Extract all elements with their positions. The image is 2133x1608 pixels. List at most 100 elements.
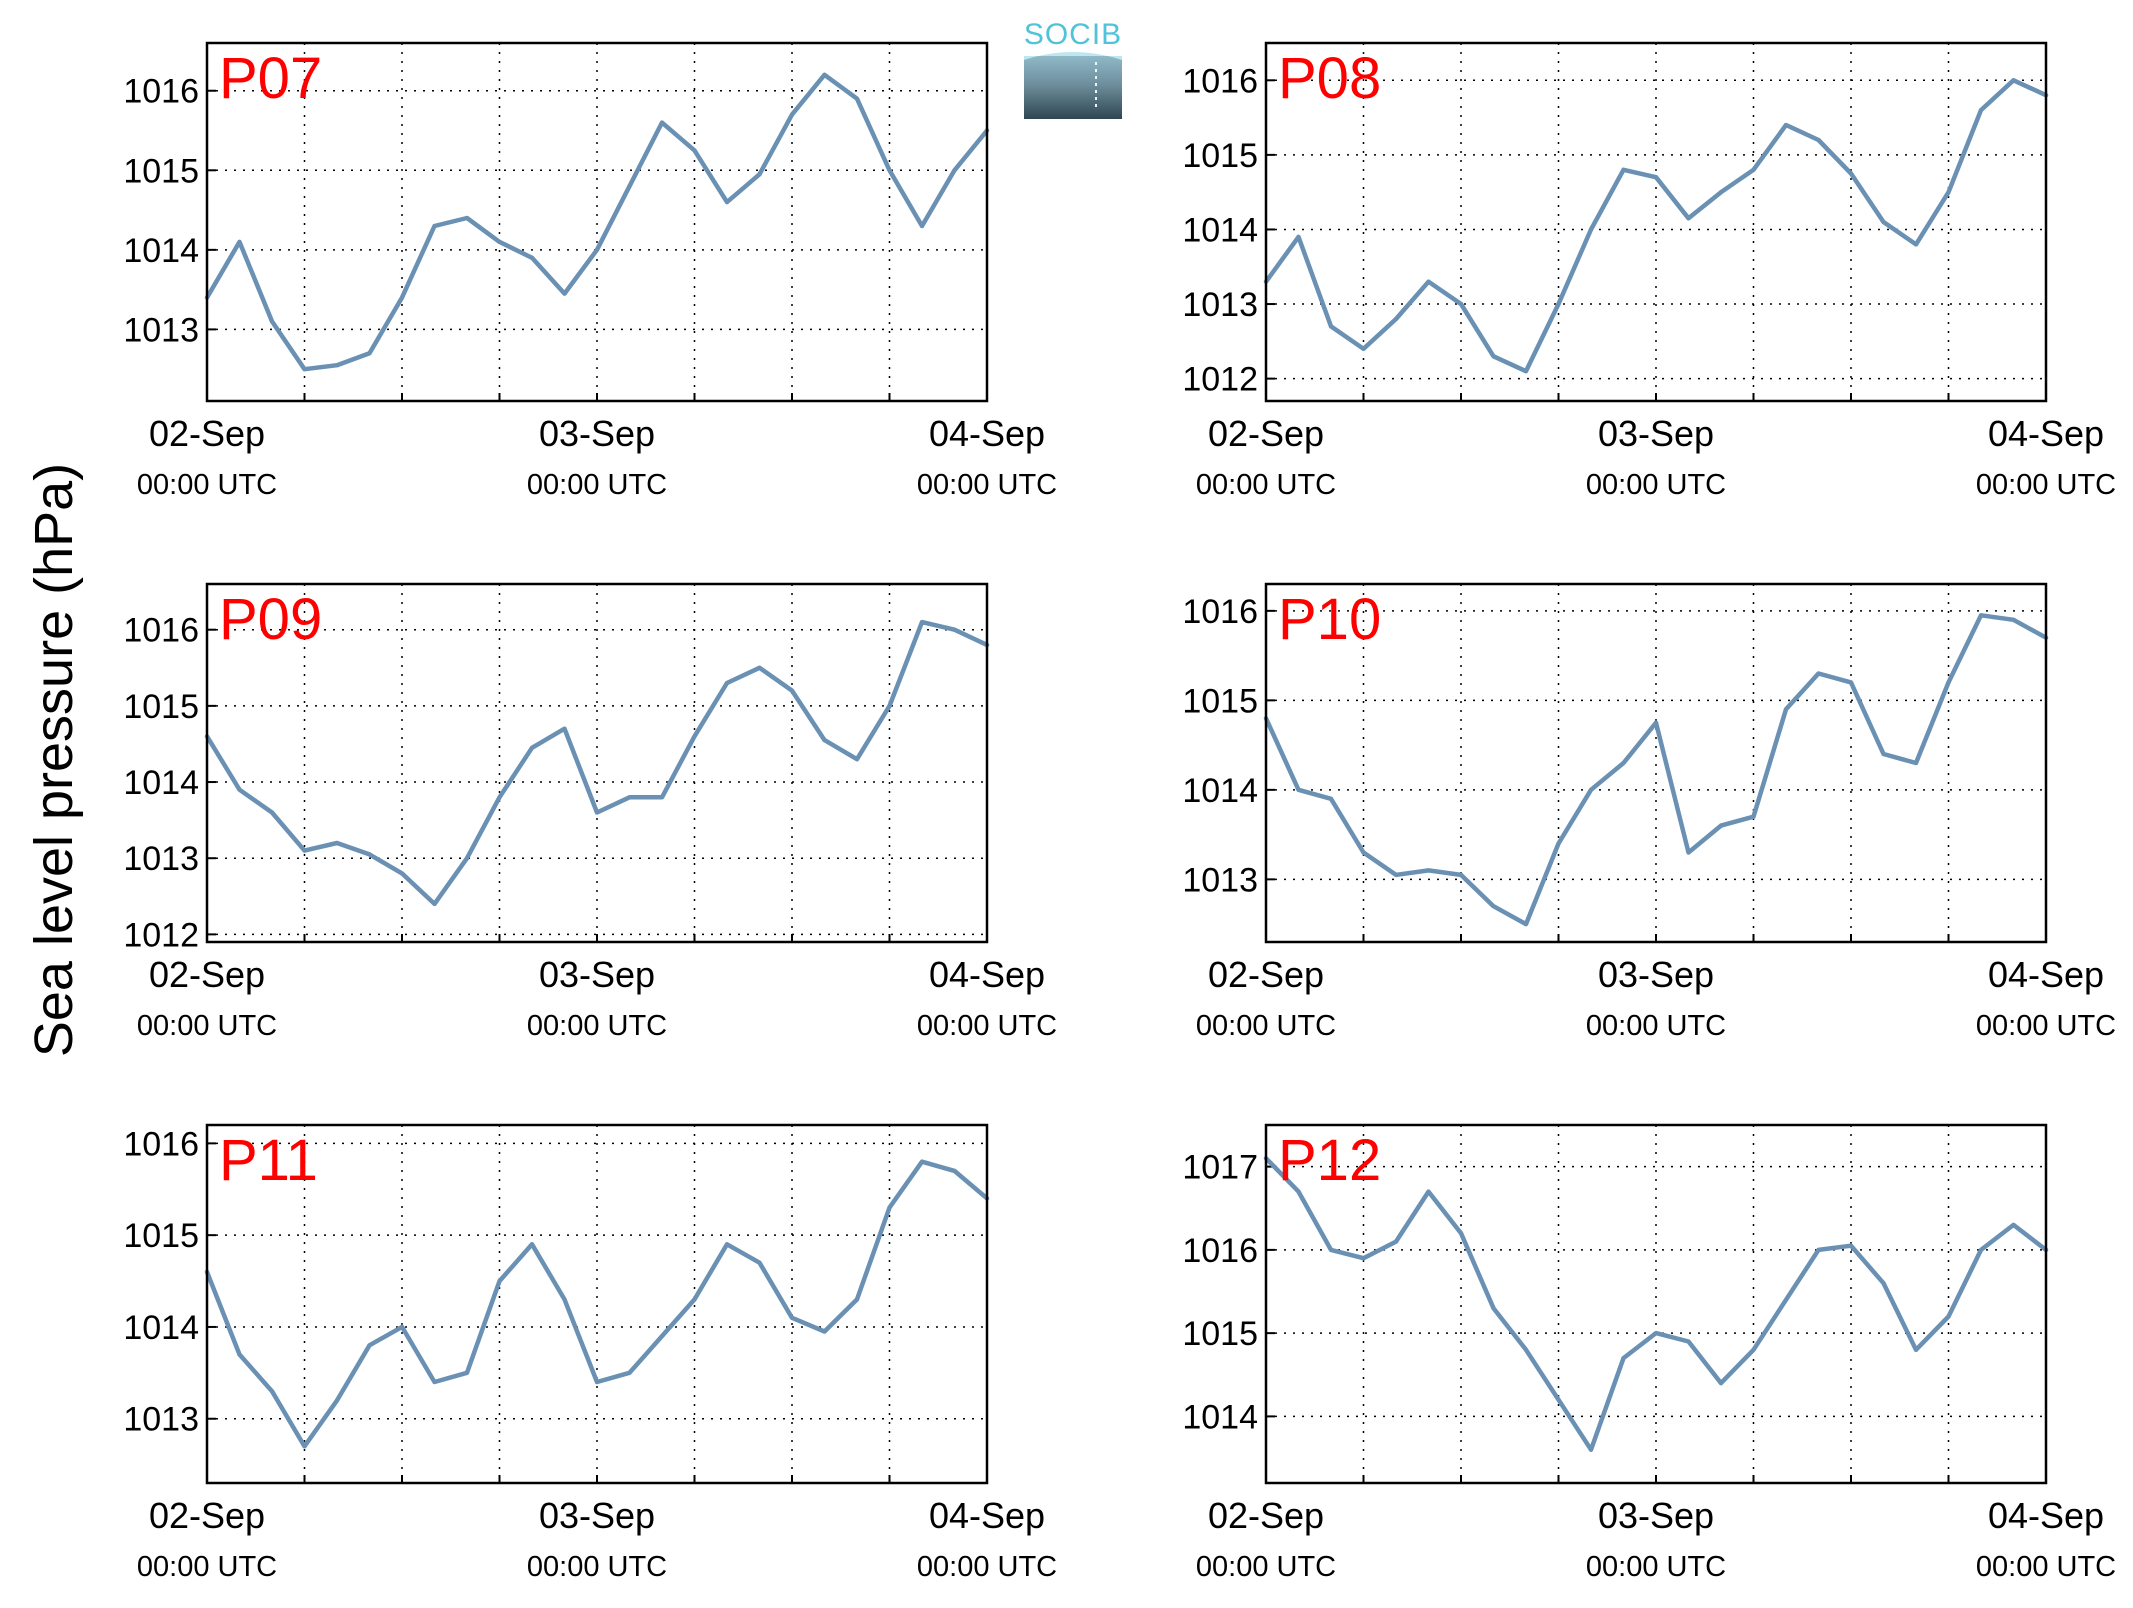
plot-frame <box>1264 1123 2048 1485</box>
series-line-p08 <box>1263 78 2049 374</box>
panel-title: P12 <box>1278 1128 1381 1193</box>
data-point <box>432 901 437 906</box>
data-point <box>1816 137 1821 142</box>
data-point <box>1491 904 1496 909</box>
data-point <box>497 795 502 800</box>
data-point <box>1361 346 1366 351</box>
y-tick-label: 1012 <box>123 916 199 954</box>
x-tick-label-date: 04-Sep <box>929 413 1045 454</box>
data-point <box>1914 1347 1918 1352</box>
x-tick-label-date: 02-Sep <box>149 1495 265 1536</box>
data-point <box>822 1329 827 1334</box>
data-point <box>465 856 469 861</box>
data-point <box>920 1159 924 1164</box>
data-point <box>1784 1297 1788 1302</box>
logo-badge <box>1024 56 1122 119</box>
data-point <box>1426 279 1431 284</box>
data-point <box>855 96 859 101</box>
plot-frame <box>205 582 989 944</box>
panel-title: P09 <box>219 587 322 652</box>
data-point <box>400 871 404 876</box>
data-point <box>1621 1356 1626 1361</box>
y-tick-label: 1014 <box>1182 772 1258 810</box>
logo-wave-icon <box>1024 52 1122 60</box>
panel-title: P08 <box>1278 46 1381 111</box>
y-tick-label: 1013 <box>123 840 199 878</box>
data-point <box>1914 242 1918 247</box>
data-point <box>627 1370 632 1375</box>
data-point <box>660 120 664 125</box>
data-point <box>1589 227 1593 232</box>
panel-p10: 1013 1014 1015 1016 02-Sep 00:00 UTC 03-Sep 00:… <box>1182 582 2116 1042</box>
data-point <box>1979 613 1983 618</box>
data-point <box>1654 175 1658 180</box>
data-point <box>1686 850 1691 855</box>
data-point <box>855 1297 859 1302</box>
data-point <box>1719 1381 1723 1386</box>
data-point <box>1751 167 1756 172</box>
x-tick-label-time: 00:00 UTC <box>137 1010 277 1042</box>
y-tick-label: 1014 <box>1182 1398 1258 1436</box>
data-point <box>562 291 567 296</box>
x-tick-label-date: 03-Sep <box>539 413 655 454</box>
data-point <box>725 1242 729 1247</box>
data-point <box>530 1242 534 1247</box>
x-tick-label-time: 00:00 UTC <box>917 1551 1057 1583</box>
data-point <box>1816 1247 1821 1252</box>
data-point <box>400 1324 404 1329</box>
data-point <box>887 168 892 173</box>
data-point <box>1914 761 1918 765</box>
data-point <box>530 255 534 260</box>
y-tick-label: 1014 <box>123 1309 199 1347</box>
data-point <box>855 757 859 762</box>
data-point <box>2011 1222 2016 1227</box>
data-point <box>270 810 274 815</box>
data-point <box>562 1297 567 1302</box>
data-point <box>1686 216 1691 221</box>
data-point <box>1719 190 1723 195</box>
data-point <box>335 363 339 368</box>
data-point <box>302 848 307 853</box>
x-tick-label-date: 04-Sep <box>1988 1495 2104 1536</box>
y-tick-label: 1015 <box>123 1217 199 1255</box>
data-point <box>1881 752 1886 757</box>
data-point <box>595 810 599 815</box>
data-point <box>530 745 534 750</box>
data-point <box>1329 324 1333 329</box>
data-point <box>1979 108 1983 113</box>
plot-frame <box>1264 582 2048 944</box>
data-point <box>302 1444 307 1449</box>
panel-p11: 1013 1014 1015 1016 02-Sep 00:00 UTC 03-Sep 00:… <box>123 1123 1057 1583</box>
panel-title: P10 <box>1278 587 1381 652</box>
x-tick-label-date: 02-Sep <box>149 954 265 995</box>
data-point <box>400 295 404 300</box>
y-tick-label: 1015 <box>1182 137 1258 175</box>
x-tick-label-time: 00:00 UTC <box>527 1010 667 1042</box>
data-point <box>1686 1339 1691 1344</box>
data-point <box>465 1370 469 1375</box>
data-point <box>1394 872 1398 877</box>
data-point <box>1296 1189 1301 1194</box>
y-tick-label: 1016 <box>123 73 199 111</box>
panel-p07: 1013 1014 1015 1016 02-Sep 00:00 UTC 03-Sep 00:… <box>123 41 1057 501</box>
data-point <box>1491 354 1496 359</box>
data-point <box>595 247 599 252</box>
panel-p12: 1014 1015 1016 1017 02-Sep 00:00 UTC 03-Sep 00:… <box>1182 1123 2116 1583</box>
y-tick-label: 1013 <box>1182 286 1258 324</box>
data-point <box>757 665 762 670</box>
data-point <box>692 148 697 153</box>
data-point <box>1556 302 1561 307</box>
data-point <box>1329 1247 1333 1252</box>
data-point <box>1556 1397 1561 1402</box>
x-tick-label-date: 03-Sep <box>539 1495 655 1536</box>
y-tick-label: 1016 <box>1182 593 1258 631</box>
x-tick-label-time: 00:00 UTC <box>527 1551 667 1583</box>
x-tick-label-date: 04-Sep <box>929 954 1045 995</box>
data-point <box>1654 720 1658 725</box>
data-point <box>952 168 957 173</box>
x-tick-label-time: 00:00 UTC <box>917 469 1057 501</box>
data-point <box>1751 814 1756 819</box>
data-point <box>1556 841 1561 846</box>
data-point <box>1426 1189 1431 1194</box>
